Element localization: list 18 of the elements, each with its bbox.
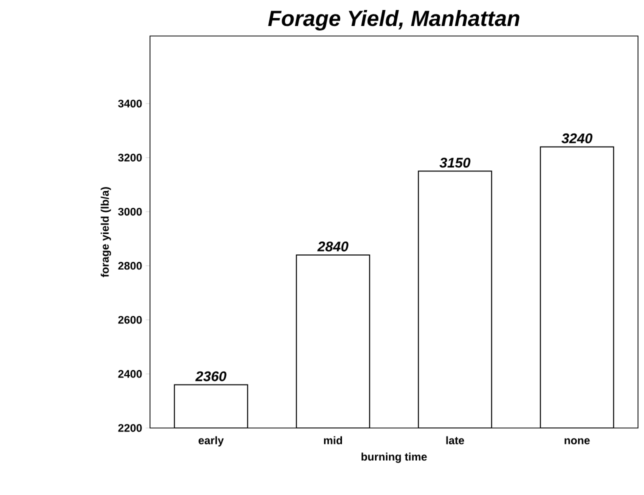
y-tick-label: 3200 — [118, 154, 142, 162]
y-tick-label: 2800 — [118, 262, 142, 270]
chart-title: Forage Yield, Manhattan — [268, 10, 520, 30]
y-tick-label: 2200 — [118, 424, 142, 432]
y-tick-label: 2400 — [118, 370, 142, 378]
x-tick-label: early — [198, 436, 224, 446]
data-label: 3150 — [440, 158, 470, 168]
x-axis-title: burning time — [362, 452, 427, 463]
x-tick-label: none — [564, 438, 590, 444]
y-axis-title: forage yield (lb/a) — [100, 187, 112, 278]
y-tick-label: 3000 — [118, 208, 142, 216]
y-tick-label: 3400 — [118, 100, 142, 108]
x-tick-label: mid — [324, 436, 342, 444]
data-label: 3240 — [562, 133, 592, 144]
y-tick-label: 2600 — [118, 316, 142, 324]
data-label: 2360 — [195, 371, 226, 382]
data-label: 2840 — [317, 242, 348, 252]
x-tick-label: late — [446, 436, 464, 444]
